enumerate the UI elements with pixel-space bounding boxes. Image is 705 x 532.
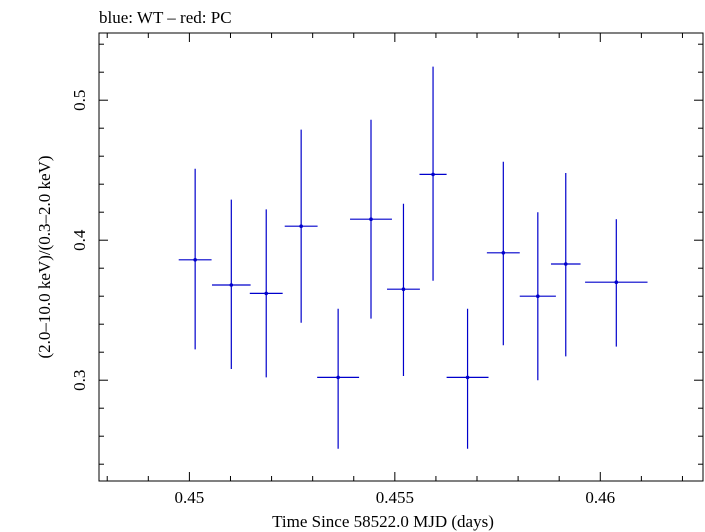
point-marker xyxy=(264,291,269,296)
data-point xyxy=(211,199,251,369)
y-tick-label: 0.3 xyxy=(70,370,89,391)
data-point xyxy=(317,308,360,449)
point-marker xyxy=(369,217,373,221)
x-axis-label: Time Since 58522.0 MJD (days) xyxy=(272,512,494,531)
data-point xyxy=(350,119,392,319)
point-marker xyxy=(299,224,303,228)
point-marker xyxy=(401,287,406,292)
data-point xyxy=(387,203,420,376)
y-axis-label: (2.0–10.0 keV)/(0.3–2.0 keV) xyxy=(35,155,54,358)
data-point xyxy=(284,129,318,323)
data-point xyxy=(178,168,212,350)
point-marker xyxy=(193,258,197,262)
data-point xyxy=(249,209,283,378)
data-point xyxy=(550,173,581,357)
point-marker xyxy=(336,375,340,380)
point-marker xyxy=(536,294,540,299)
plot-frame xyxy=(98,32,704,482)
y-tick-label: 0.5 xyxy=(70,90,89,111)
point-marker xyxy=(465,375,470,380)
x-tick-label: 0.455 xyxy=(376,488,414,507)
point-marker xyxy=(431,172,435,177)
data-point xyxy=(585,219,648,347)
y-tick-label: 0.4 xyxy=(70,229,89,251)
x-tick-label: 0.45 xyxy=(175,488,205,507)
data-point xyxy=(446,308,489,449)
point-marker xyxy=(614,280,619,285)
data-point xyxy=(486,161,520,346)
x-tick-label: 0.46 xyxy=(585,488,615,507)
tick-labels: 0.45 0.455 0.46 0.3 0.4 0.5 xyxy=(70,90,615,507)
data-points xyxy=(178,66,648,449)
chart-title: blue: WT – red: PC xyxy=(99,8,232,27)
axis-ticks xyxy=(99,33,703,481)
data-point xyxy=(519,212,556,381)
point-marker xyxy=(563,262,568,266)
data-point xyxy=(419,66,447,281)
point-marker xyxy=(501,251,506,255)
point-marker xyxy=(229,283,234,287)
